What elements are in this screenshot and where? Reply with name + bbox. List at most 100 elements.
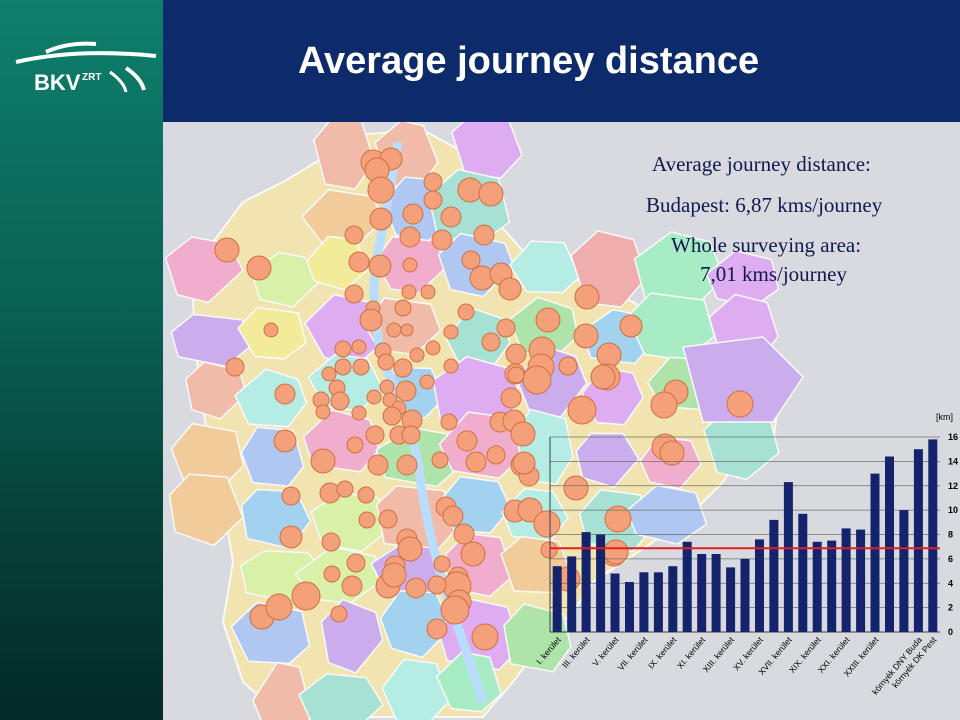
district-bubble <box>405 577 427 599</box>
info-line-1: Average journey distance: <box>652 152 871 176</box>
bar-17 <box>783 482 793 632</box>
district-bubble <box>281 486 301 506</box>
district-bubble <box>381 562 407 588</box>
district-bubble <box>346 553 366 573</box>
district-bubble <box>535 307 561 333</box>
info-line-3: Whole surveying area: <box>671 233 862 257</box>
x-tick-label: IX. kerület <box>646 634 679 670</box>
district-bubble <box>522 365 552 395</box>
bar-16 <box>769 519 779 632</box>
district-bubble <box>321 532 341 552</box>
district-bubble <box>453 523 475 545</box>
bar-13 <box>726 567 736 632</box>
district-bubble <box>225 357 245 377</box>
district-bubble <box>379 379 395 395</box>
bar-11 <box>697 554 707 632</box>
bar-1 <box>552 566 562 632</box>
bar-12 <box>711 554 721 632</box>
district-bubble <box>359 308 383 332</box>
district-bubble <box>214 237 240 263</box>
district-bubble <box>486 445 506 465</box>
district-bubble <box>540 541 558 559</box>
district-bubble <box>431 229 453 251</box>
bar-6 <box>625 582 634 632</box>
district-bubble <box>402 203 424 225</box>
district-bubble <box>498 277 522 301</box>
bar-15 <box>755 539 764 632</box>
district-bubble <box>510 421 536 447</box>
district-bubble <box>431 451 449 469</box>
y-tick-label: 14 <box>948 456 958 466</box>
bar-27 <box>928 439 938 632</box>
district-bubble <box>319 482 341 504</box>
district-bubble <box>246 255 272 281</box>
district-bubble <box>507 366 525 384</box>
x-tick-label: V. kerület <box>590 634 621 668</box>
x-tick-label: VII. kerület <box>616 634 650 672</box>
district-bubble <box>443 324 459 340</box>
district-bubble <box>393 358 413 378</box>
district-bubble <box>341 575 363 597</box>
district-bubble <box>344 225 364 245</box>
district-bubble <box>377 353 395 371</box>
district-bubble <box>443 358 459 374</box>
district-bubble <box>279 525 303 549</box>
y-tick-label: 0 <box>948 627 953 637</box>
info-line-2: Budapest: 6,87 kms/journey <box>646 193 883 217</box>
title-bar <box>163 0 960 122</box>
district-bubble <box>265 593 293 621</box>
district-bubble <box>496 318 516 338</box>
district-bubble <box>351 405 367 421</box>
district-bubble <box>394 299 412 317</box>
district-bubble <box>396 454 418 476</box>
district-bubble <box>367 454 389 476</box>
district-bubble <box>512 451 536 475</box>
district-bubble <box>433 555 451 573</box>
bar-26 <box>913 449 923 632</box>
bar-7 <box>639 572 649 632</box>
district-bubble <box>420 284 436 300</box>
district-bubble <box>330 391 350 411</box>
district-bubble <box>369 207 393 231</box>
bar-22 <box>856 529 866 632</box>
district-bubble <box>330 605 348 623</box>
district-bubble <box>574 284 600 310</box>
y-tick-label: 12 <box>948 481 958 491</box>
bar-9 <box>668 566 678 632</box>
district-bubble <box>321 366 337 382</box>
district-bubble <box>457 177 483 203</box>
district-bubble <box>563 475 589 501</box>
district-bubble <box>478 181 504 207</box>
x-tick-label: XIII. kerület <box>701 634 737 674</box>
district-bubble <box>400 323 414 337</box>
info-line-4: 7,01 kms/journey <box>700 262 847 286</box>
district-bubble <box>352 358 370 376</box>
district-bubble <box>386 322 402 338</box>
y-tick-label: 8 <box>948 530 953 540</box>
district-bubble <box>402 257 418 273</box>
bar-4 <box>596 534 606 632</box>
district-bubble <box>291 581 321 611</box>
district-bubble <box>604 505 632 533</box>
district-bubble <box>310 448 336 474</box>
district-bubble <box>409 347 425 363</box>
district-bubble <box>397 536 423 562</box>
logo-suffix: ZRT <box>82 72 101 83</box>
district-bubble <box>351 339 367 355</box>
y-tick-label: 16 <box>948 432 958 442</box>
sidebar-panel <box>0 0 163 720</box>
page-title: Average journey distance <box>298 40 760 82</box>
district-bubble <box>401 284 417 300</box>
district-bubble <box>440 595 470 625</box>
district-bubble <box>465 451 487 473</box>
bar-5 <box>610 573 620 632</box>
bar-14 <box>740 558 750 632</box>
bar-19 <box>812 541 822 632</box>
district-bubble <box>440 413 458 431</box>
district-bubble <box>517 497 543 523</box>
district-bubble <box>460 541 486 567</box>
district-bubble <box>358 511 376 529</box>
district-bubble <box>505 343 527 365</box>
district-bubble <box>395 380 417 402</box>
